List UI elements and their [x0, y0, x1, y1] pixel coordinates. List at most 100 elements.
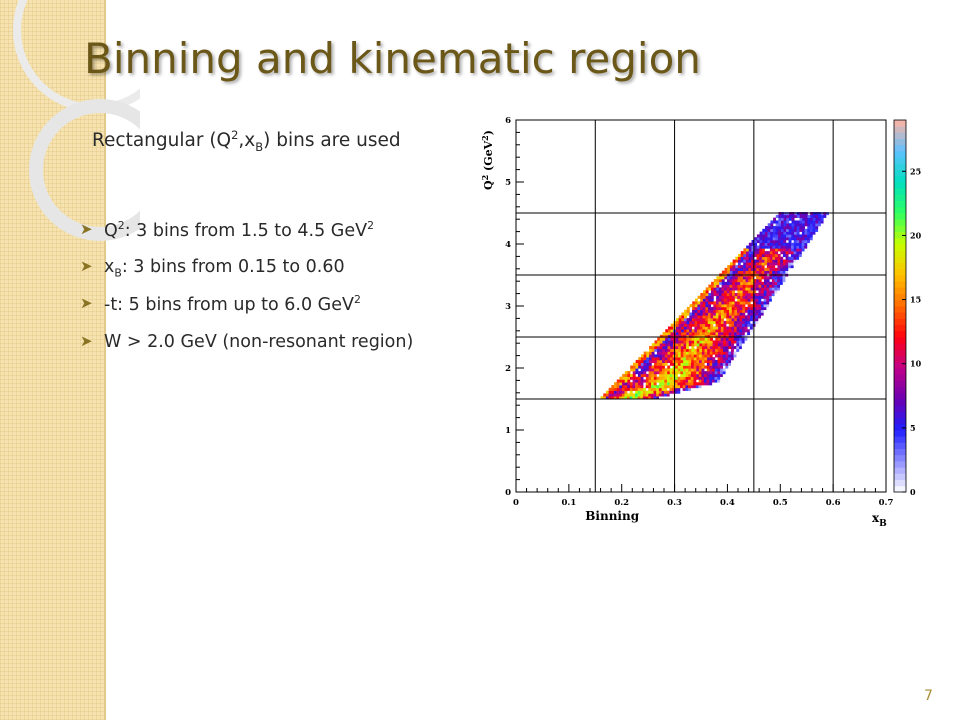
heatmap-cell [772, 251, 776, 255]
heatmap-cell [624, 376, 628, 380]
heatmap-cell [662, 357, 666, 361]
heatmap-cell [675, 368, 679, 372]
heatmap-cell [622, 373, 626, 377]
heatmap-cell [790, 265, 794, 269]
heatmap-cell [725, 345, 729, 350]
heatmap-cell [720, 359, 724, 364]
heatmap-cell [769, 253, 773, 258]
heatmap-cell [742, 281, 746, 285]
heatmap-cell [722, 354, 726, 358]
heatmap-cell [767, 228, 771, 232]
heatmap-cell [755, 315, 759, 319]
heatmap-cell [731, 337, 735, 341]
heatmap-cell [670, 357, 673, 361]
heatmap-cell [675, 348, 679, 352]
heatmap-cell [764, 245, 768, 249]
heatmap-cell [632, 365, 636, 369]
heatmap-cell [713, 312, 717, 316]
heatmap-cell [624, 396, 628, 400]
heatmap-cell [698, 385, 702, 389]
heatmap-cell [756, 245, 760, 249]
heatmap-cell [812, 217, 816, 221]
heatmap-cell [683, 343, 687, 347]
heatmap-cell [717, 379, 721, 383]
heatmap-cell [677, 365, 681, 369]
heatmap-cell [802, 212, 806, 216]
heatmap-cell [777, 242, 781, 246]
heatmap-cell [734, 306, 738, 311]
heatmap-cell [763, 298, 767, 302]
heatmap-cell [801, 228, 805, 232]
heatmap-cell [614, 382, 617, 386]
heatmap-cell [734, 309, 738, 313]
heatmap-cell [772, 262, 776, 266]
heatmap-cell [760, 304, 764, 308]
heatmap-cell [777, 267, 781, 271]
heatmap-cell [710, 287, 714, 291]
heatmap-cell [690, 382, 694, 386]
heatmap-cell [777, 256, 781, 260]
heatmap-cell [600, 396, 604, 400]
heatmap-cell [734, 284, 738, 288]
heatmap-cell [721, 312, 725, 316]
heatmap-cell [764, 267, 768, 271]
heatmap-cell [788, 256, 792, 260]
heatmap-cell [696, 362, 700, 366]
heatmap-cell [777, 284, 781, 288]
heatmap-cell [804, 245, 808, 249]
heatmap-cell [731, 334, 735, 338]
heatmap-cell [715, 312, 719, 316]
heatmap-cell [758, 284, 762, 288]
colorbar-segment [894, 293, 906, 301]
heatmap-cell [667, 376, 670, 380]
heatmap-cell [745, 284, 749, 288]
heatmap-cell [753, 279, 757, 283]
heatmap-cell [731, 343, 735, 347]
heatmap-cell [769, 251, 773, 255]
colorbar-segment [894, 423, 906, 431]
heatmap-cell [801, 237, 805, 241]
heatmap-cell [645, 382, 649, 386]
heatmap-cell [750, 318, 753, 322]
heatmap-cell [637, 390, 641, 394]
heatmap-cell [690, 385, 694, 389]
heatmap-cell [676, 320, 679, 324]
heatmap-cell [666, 382, 670, 386]
heatmap-cell [715, 320, 719, 324]
heatmap-cell [747, 292, 751, 297]
heatmap-cell [721, 279, 725, 283]
heatmap-cell [712, 351, 716, 355]
heatmap-cell [802, 214, 806, 218]
heatmap-cell [725, 365, 729, 369]
heatmap-cell [743, 262, 747, 266]
heatmap-cell [753, 281, 757, 285]
y-tick-label: 2 [505, 364, 511, 374]
heatmap-cell [680, 365, 684, 369]
heatmap-cell [775, 226, 779, 230]
heatmap-cell [648, 371, 652, 375]
heatmap-cell [723, 320, 727, 324]
heatmap-cell [743, 251, 747, 255]
heatmap-cell [651, 351, 655, 355]
heatmap-cell [686, 306, 690, 311]
heatmap-cell [715, 354, 718, 358]
heatmap-cell [766, 267, 770, 271]
heatmap-cell [720, 329, 724, 333]
heatmap-cell [778, 237, 781, 241]
heatmap-cell [667, 329, 671, 333]
heatmap-cell [766, 276, 770, 280]
heatmap-cell [689, 326, 693, 330]
heatmap-cell [717, 357, 721, 361]
heatmap-cell [723, 301, 727, 305]
heatmap-cell [747, 309, 751, 313]
heatmap-cell [651, 376, 655, 380]
heatmap-cell [712, 345, 716, 350]
heatmap-cell [670, 348, 674, 352]
heatmap-cell [791, 248, 794, 252]
heatmap-cell [635, 359, 639, 364]
y-axis-label: Q2 (GeV2) [480, 130, 495, 190]
heatmap-cell [704, 365, 708, 369]
heatmap-cell [629, 390, 633, 394]
heatmap-cell [686, 332, 690, 336]
heatmap-cell [672, 379, 676, 383]
